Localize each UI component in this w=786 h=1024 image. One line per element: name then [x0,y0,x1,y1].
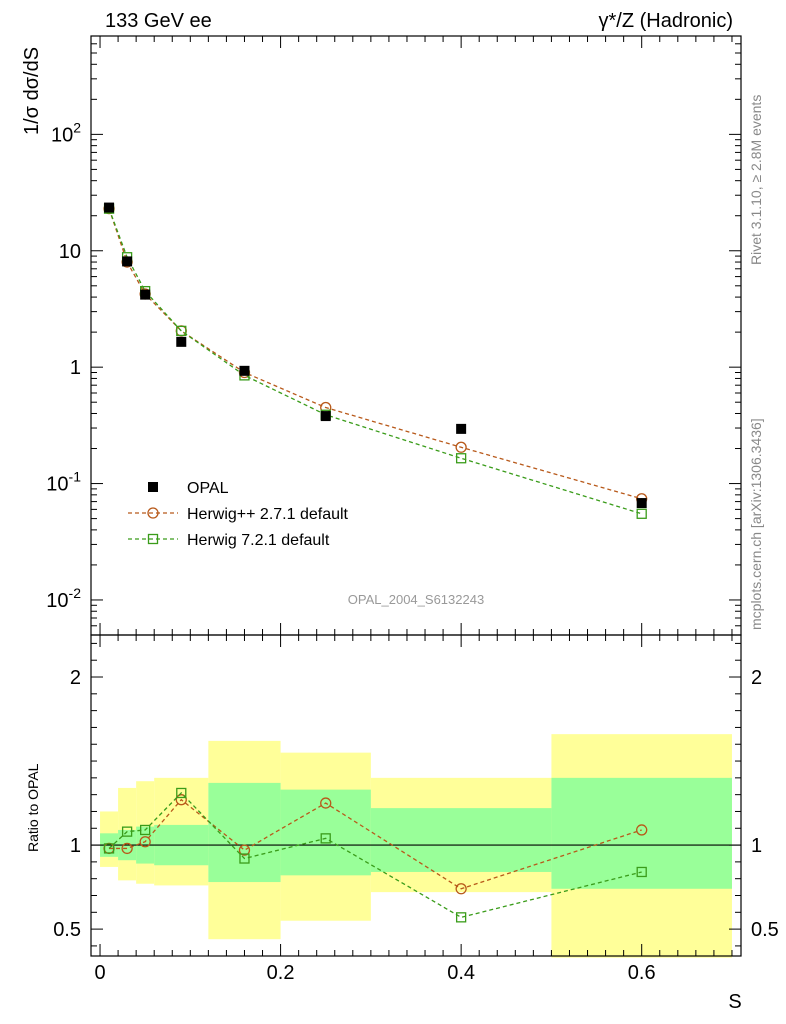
ratio-band-inner [370,808,552,872]
mc-point [455,912,467,923]
mc-point [121,842,133,855]
data-point [636,498,647,509]
mc-point [455,453,467,464]
data-point [320,411,331,422]
mc-point [147,533,159,545]
data-point [104,202,115,213]
main-y-tick-label: 10-1 [46,469,81,496]
ratio-band-inner [280,789,371,876]
main-y-tick-label: 102 [51,119,81,146]
ratio-y-tick-label-right: 0.5 [751,919,779,941]
mc-point [140,824,151,836]
main-y-axis-label: 1/σ dσ/dS [21,47,43,135]
data-point [176,336,187,347]
main-y-tick-label: 1 [70,357,81,379]
ratio-band-inner [208,782,281,883]
data-point [456,423,467,434]
mc-point [139,836,151,848]
mc-point [238,844,251,856]
ratio-y-tick-label-left: 2 [70,667,81,689]
mc-point [636,824,648,836]
legend-label: OPAL [187,480,229,497]
mc-point [636,866,647,878]
data-point [148,482,158,492]
mc-point [320,833,331,844]
ratio-band-inner [551,777,732,889]
legend-label: Herwig 7.2.1 default [187,532,330,549]
right-title: γ*/Z (Hadronic) [599,10,733,32]
mc-point [147,507,159,519]
series-line-herwig7-main [108,208,642,515]
series-line-herwig7-ratio [108,792,642,919]
ratio-y-tick-label-left: 1 [70,835,81,857]
axes-layer [90,35,742,957]
ratio-y-axis-label: Ratio to OPAL [25,763,41,852]
main-y-tick-label: 10 [59,241,81,263]
rivet-version-label: Rivet 3.1.10, ≥ 2.8M events [748,95,764,265]
mc-point [455,441,467,453]
ratio-y-tick-label-left: 0.5 [53,919,81,941]
left-title: 133 GeV ee [105,10,212,32]
ratio-y-tick-label-right: 1 [751,835,762,857]
x-tick-label: 0.2 [267,962,295,984]
series-layer [103,202,648,923]
data-point [239,365,250,376]
ratio-frame [90,634,742,957]
mc-point [103,843,115,854]
mc-point [176,325,187,337]
mc-point [320,797,332,809]
x-tick-label: 0 [94,962,105,984]
analysis-watermark: OPAL_2004_S6132243 [348,592,484,607]
x-tick-label: 0.4 [447,962,475,984]
mc-point [636,508,647,519]
legend-label: Herwig++ 2.7.1 default [187,506,349,523]
data-point [122,256,133,267]
tick-labels: 10-2 10-1 1 10 102 0.5 0.5 1 1 2 2 0 0.2 0.4 0.6 [46,119,779,984]
data-point [140,289,151,300]
mcplots-label: mcplots.cern.ch [arXiv:1306.3436] [748,418,764,630]
x-axis-label: S [728,991,741,1013]
mc-point [175,794,187,806]
legend: OPAL Herwig++ 2.7.1 default Herwig 7.2.1 d… [128,480,349,549]
ratio-y-tick-label-right: 2 [751,667,762,689]
series-line-herwigpp-ratio [109,798,642,890]
main-y-tick-label: 10-2 [46,585,81,612]
mc-point [239,853,250,864]
x-tick-label: 0.6 [628,962,656,984]
ratio-uncertainty-bands [100,734,732,958]
mc-point [176,787,187,799]
mc-point [121,826,133,837]
series-line-herwigpp-main [108,208,642,500]
mc-point [455,883,467,895]
